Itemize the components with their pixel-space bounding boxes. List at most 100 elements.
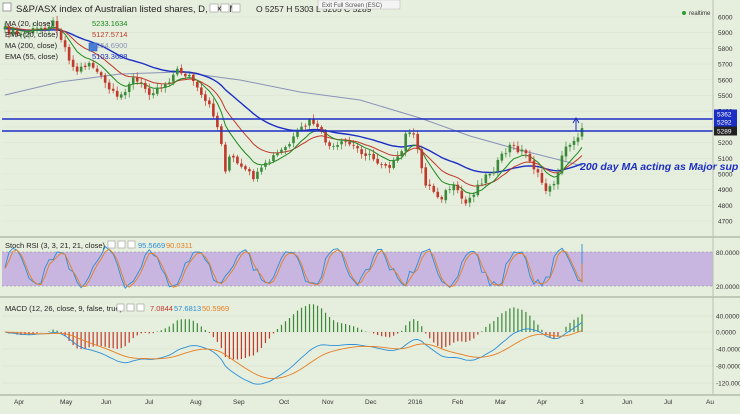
candle-body [572, 140, 576, 145]
candle-body [492, 171, 496, 174]
candle-body [288, 144, 291, 147]
price-tag-label: 5292 [717, 120, 732, 127]
exit-fullscreen-button[interactable] [317, 0, 401, 10]
macd-axis[interactable]: 40.0000 0.0000 -40.0000 -80.0000 -120.0000 [716, 314, 740, 388]
candle-body [19, 33, 23, 36]
candle-body [39, 27, 43, 29]
candle-body [476, 184, 480, 196]
stoch-close-icon[interactable] [127, 240, 136, 249]
macd-signal-value: 50.5969 [202, 304, 229, 313]
candle-body [91, 62, 95, 68]
candle-body [95, 68, 99, 72]
candle-body [552, 183, 556, 186]
macd-axis-label: 40.0000 [716, 314, 740, 321]
candle-body [147, 88, 151, 95]
legend-value: 5103.3688 [92, 52, 127, 61]
candle-body [428, 184, 432, 186]
candle-body [516, 146, 520, 153]
price-axis-label: 4900 [718, 187, 733, 194]
candle-body [252, 171, 255, 180]
candle-body [87, 62, 91, 67]
candle-body [324, 131, 327, 143]
candle-body [508, 144, 512, 153]
candle-body [268, 161, 271, 163]
settings-icon[interactable] [209, 3, 219, 13]
candle-body [31, 28, 35, 34]
time-axis-label: Jul [145, 399, 154, 406]
price-tag [714, 109, 737, 119]
macd-line [4, 321, 583, 385]
candle-body [27, 32, 31, 34]
candle-body [55, 21, 59, 31]
candle-body [404, 133, 407, 152]
stoch-axis-80: 80.0000 [716, 250, 740, 257]
candle-body [216, 115, 219, 128]
candle-body [548, 186, 552, 192]
eye-icon[interactable] [220, 3, 230, 13]
candle-body [220, 126, 223, 144]
candle-body [504, 153, 508, 155]
candle-body [544, 183, 548, 191]
price-pane[interactable] [2, 0, 713, 235]
candle-body [400, 151, 403, 157]
candle-body [240, 163, 243, 167]
candle-body [348, 141, 351, 145]
candle-body [276, 153, 279, 156]
macd-axis-label: -120.0000 [716, 381, 740, 388]
candle-body [368, 153, 371, 156]
candle-body [340, 141, 343, 145]
candle-body [284, 146, 287, 151]
candle-body [135, 77, 139, 82]
realtime-label: realtime [689, 11, 711, 17]
time-axis-label: 3 [580, 399, 584, 406]
candle-body [532, 160, 536, 170]
macd-eye-icon[interactable] [126, 303, 135, 312]
candle-body [460, 190, 464, 199]
stoch-settings-icon[interactable] [107, 240, 116, 249]
candle-body [524, 150, 528, 154]
time-axis-label: Jul [664, 399, 673, 406]
stoch-eye-icon[interactable] [117, 240, 126, 249]
candle-body [15, 30, 19, 35]
stoch-axis-20: 20.0000 [716, 284, 740, 291]
realtime-dot-icon [682, 11, 686, 15]
candle-body [212, 103, 215, 117]
price-axis-label: 5200 [718, 140, 733, 147]
macd-settings-icon[interactable] [116, 303, 125, 312]
candle-body [464, 199, 468, 204]
collapse-icon[interactable] [2, 2, 12, 12]
candle-body [260, 167, 263, 172]
candle-body [143, 82, 147, 89]
candle-body [200, 87, 203, 95]
candle-body [568, 144, 572, 147]
price-axis-label: 5500 [718, 93, 733, 100]
stoch-d-value: 90.0311 [166, 241, 193, 250]
time-axis-label: Apr [14, 399, 25, 406]
price-axis-label: 6000 [718, 15, 733, 22]
price-tag [714, 126, 737, 136]
macd-axis-label: -40.0000 [716, 347, 740, 354]
candle-body [204, 94, 207, 101]
price-axis-label: 5700 [718, 62, 733, 69]
candle-body [272, 155, 275, 162]
candle-body [500, 153, 504, 161]
legend-value: 5233.1634 [92, 19, 127, 28]
exit-fullscreen-label: Exit Full Screen (ESC) [322, 3, 382, 9]
candle-body [328, 142, 331, 147]
price-axis-label: 5100 [718, 156, 733, 163]
candle-body [308, 119, 311, 126]
time-axis[interactable]: Apr May Jun Jul Aug Sep Oct Nov Dec 2016 Feb Mar Apr… [14, 399, 714, 406]
candle-body [376, 158, 379, 164]
candle-body [412, 133, 416, 135]
close-icon[interactable] [231, 3, 241, 13]
legend-settings-icon[interactable] [88, 42, 98, 52]
macd-close-icon[interactable] [136, 303, 145, 312]
candle-body [151, 93, 155, 96]
candle-body [59, 30, 63, 40]
time-axis-label: Oct [279, 399, 289, 406]
candle-body [488, 173, 492, 176]
candle-body [43, 27, 47, 30]
candle-body [440, 197, 444, 200]
